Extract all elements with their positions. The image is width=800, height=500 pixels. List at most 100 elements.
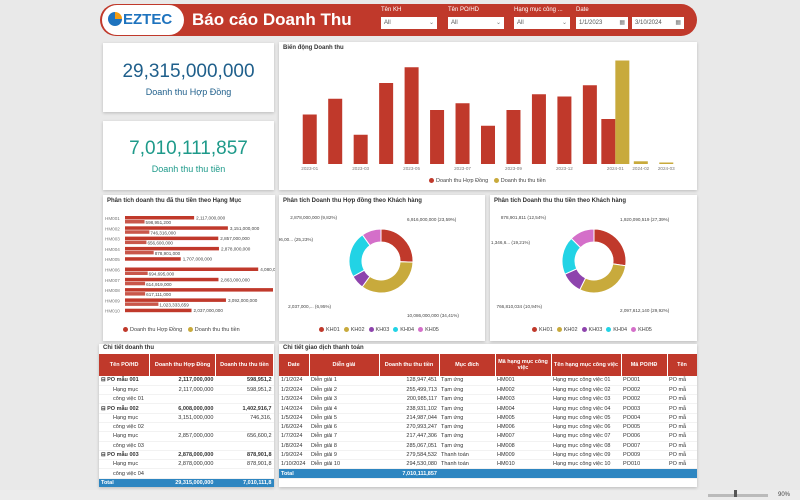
revenue-detail-table[interactable]: Chi tiết doanh thu Tên PO/HD Doanh thu Hợ…: [99, 344, 274, 487]
table-row[interactable]: 1/7/2024 Diễn giải 7 217,447,306 Tạm ứng HM0…: [279, 431, 697, 442]
bar-collected-2024-01: [615, 60, 630, 164]
table-row[interactable]: công việc 01: [99, 394, 274, 405]
table-cell: PO mẫ: [667, 441, 697, 451]
legend-dot: [319, 327, 324, 332]
total-cell: [551, 468, 621, 479]
data-label: 2,863,000,000: [220, 277, 250, 282]
legend-dot: [429, 178, 434, 183]
table-row[interactable]: 1/4/2024 Diễn giải 4 238,931,102 Tạm ứng HM0…: [279, 403, 697, 414]
date-to-input[interactable]: 3/10/2024 ▦: [632, 17, 684, 29]
table-row[interactable]: 1/1/2024 Diễn giải 1 128,947,451 Tạm ứng HM0…: [279, 376, 697, 386]
column-header[interactable]: Mục đích: [439, 354, 496, 376]
category-chart[interactable]: Phân tích doanh thu đã thu tiền theo Hạn…: [103, 195, 275, 341]
table-row[interactable]: 1/3/2024 Diễn giải 3 200,985,117 Tạm ứng HM0…: [279, 394, 697, 405]
table-row[interactable]: 1/5/2024 Diễn giải 5 214,987,044 Tạm ứng HM0…: [279, 413, 697, 424]
table-row[interactable]: Hạng mục 2,117,000,000 598,951,2: [99, 385, 274, 396]
table-cell: 1/9/2024: [279, 450, 309, 461]
table-cell: PO mẫ: [667, 459, 697, 470]
data-label: 694,695,000: [149, 272, 175, 277]
bar-contract-2023-08: [480, 125, 496, 164]
category-chart-svg: HM001 2,117,000,000 598,951,200 HM002 3,151,…: [105, 216, 275, 314]
table-cell: Tạm ứng: [439, 394, 495, 405]
calendar-icon: ▦: [619, 20, 625, 26]
table-cell: 2,117,000,000: [149, 376, 216, 386]
y-tick-label: HM010: [105, 309, 120, 314]
revenue-trend-chart[interactable]: Biến động Doanh thu 2023-01 2023-03 2023-0…: [279, 42, 697, 190]
bar-contract-2023-11: [557, 96, 572, 164]
table-cell: PO mẫ: [667, 431, 697, 442]
table-row[interactable]: ⊟ PO mẫu 003 2,878,000,000 878,901,8: [99, 450, 274, 461]
bar-contract-HM006: [125, 267, 259, 271]
table-row[interactable]: ⊟ PO mẫu 002 6,008,000,000 1,402,916,7: [99, 403, 274, 414]
table-row[interactable]: 1/2/2024 Diễn giải 2 255,499,713 Tạm ứng HM0…: [279, 385, 697, 396]
column-header[interactable]: Diễn giải: [309, 354, 380, 376]
column-header[interactable]: Doanh thu thu tiền: [379, 354, 440, 376]
slice-KH05: [570, 228, 595, 249]
table-cell: ⊟ PO mẫu 001: [99, 376, 150, 386]
total-cell: 7,010,111,857: [379, 468, 439, 479]
total-cell: [495, 468, 551, 479]
table-row[interactable]: 1/6/2024 Diễn giải 6 270,993,247 Tạm ứng HM0…: [279, 422, 697, 433]
column-header[interactable]: Doanh thu thu tiền: [215, 354, 274, 376]
table-cell: HM009: [495, 450, 551, 461]
date-from-input[interactable]: 1/1/2023 ▦: [576, 17, 628, 29]
kpi-contract-card[interactable]: 29,315,000,000 Doanh thu Hợp Đồng: [103, 43, 274, 112]
column-header[interactable]: Date: [279, 354, 310, 376]
column-header[interactable]: Doanh thu Hợp Đồng: [149, 354, 216, 376]
slice-label: 2,878,000,000 (9,82%): [290, 215, 337, 220]
table-cell: Hạng mục công việc 01: [551, 376, 621, 386]
column-header[interactable]: Mã hạng mục công việc: [495, 354, 552, 376]
zoom-handle[interactable]: [734, 490, 737, 497]
data-label: 656,600,000: [147, 241, 173, 246]
slice-label: 1,346,6... (19,21%): [491, 240, 531, 245]
table-cell: 200,985,117: [379, 394, 439, 405]
table-row[interactable]: 1/8/2024 Diễn giải 8 285,067,051 Tạm ứng HM0…: [279, 441, 697, 451]
payment-detail-table[interactable]: Chi tiết giao dịch thanh toán Date Diễn g…: [279, 344, 697, 487]
bar-contract-HM003: [125, 236, 219, 241]
contract-by-customer-chart[interactable]: Phân tích Doanh thu Hợp đồng theo Khách …: [279, 195, 485, 341]
y-tick-label: HM003: [105, 237, 120, 242]
filter-category-select[interactable]: All ⌄: [514, 17, 570, 29]
table-row[interactable]: công việc 04: [99, 468, 274, 479]
table-cell: Tạm ứng: [439, 441, 495, 451]
table-cell: Hạng mục công việc 03: [551, 394, 621, 405]
legend-dot: [581, 327, 587, 332]
table-cell: PO mẫ: [667, 394, 697, 405]
table-cell: 2,878,000,000: [149, 459, 216, 470]
table-cell: 878,901,8: [215, 450, 274, 461]
table-row[interactable]: Hạng mục 2,857,000,000 656,600,2: [99, 431, 274, 442]
kpi-collected-card[interactable]: 7,010,111,857 Doanh thu thu tiền: [103, 121, 274, 190]
column-header[interactable]: Tên hạng mục công việc: [551, 354, 622, 376]
table-row[interactable]: công việc 03: [99, 441, 274, 451]
date-to-value: 3/10/2024: [635, 20, 662, 26]
table-row[interactable]: 1/10/2024 Diễn giải 10 294,530,080 Thanh to…: [279, 459, 697, 470]
column-header[interactable]: Tên: [667, 354, 697, 376]
total-cell: [621, 468, 667, 479]
table-row[interactable]: 1/9/2024 Diễn giải 9 279,584,532 Thanh toán…: [279, 450, 697, 461]
total-row: Total 29,315,000,000 7,010,111,8: [99, 478, 274, 487]
collected-by-customer-chart[interactable]: Phân tích Doanh thu thu tiền theo Khách …: [490, 195, 697, 341]
filter-po-select[interactable]: All ⌄: [448, 17, 504, 29]
legend-contract: Doanh thu Hợp Đồng: [130, 327, 183, 333]
filter-date-label: Date: [576, 7, 589, 13]
table-row[interactable]: công việc 02: [99, 422, 274, 433]
bar-contract-2023-04: [379, 83, 394, 164]
bar-collected-HM007: [125, 281, 146, 286]
legend-kh05: KH05: [425, 327, 439, 333]
bar-contract-2023-09: [506, 110, 521, 164]
column-header[interactable]: Tên PO/HD: [99, 354, 151, 376]
data-label: 3,151,000,000: [230, 226, 260, 231]
zoom-slider[interactable]: [708, 494, 768, 497]
total-cell: Total: [279, 468, 309, 479]
table-cell: Hạng mục: [99, 385, 150, 396]
table-cell: 1/7/2024: [279, 431, 309, 442]
table-row[interactable]: ⊟ PO mẫu 001 2,117,000,000 598,951,2: [99, 376, 274, 386]
filter-customer-select[interactable]: All ⌄: [381, 17, 437, 29]
table-row[interactable]: Hạng mục 3,151,000,000 746,316,: [99, 413, 274, 424]
category-chart-title: Phân tích doanh thu đã thu tiền theo Hạn…: [107, 198, 242, 204]
column-header[interactable]: Mã PO/HĐ: [621, 354, 668, 376]
bar-contract-HM002: [125, 226, 228, 230]
table-row[interactable]: Hạng mục 2,878,000,000 878,901,8: [99, 459, 274, 470]
slice-label: 878,901,811 (12,54%): [501, 215, 547, 220]
table-cell: 746,316,: [215, 413, 274, 424]
